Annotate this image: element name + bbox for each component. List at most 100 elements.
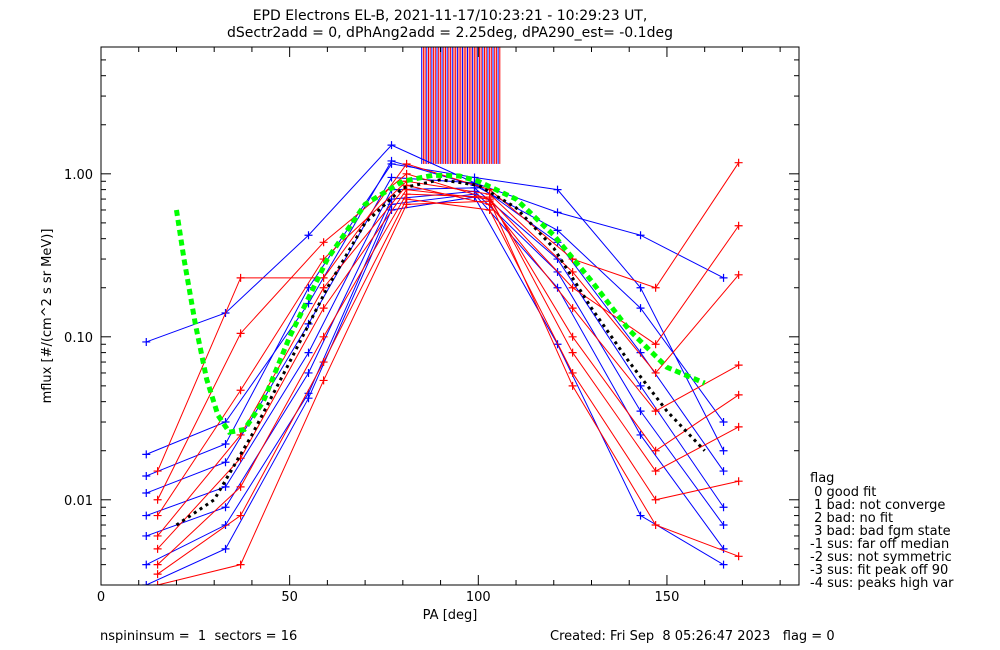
data-point [319, 304, 328, 313]
legend-item: 0 good fit [810, 485, 876, 500]
legend-item: -3 sus: fit peak off 90 [810, 563, 948, 578]
data-point [651, 407, 660, 416]
data-point [734, 390, 743, 399]
green-fit-curve [173, 172, 706, 435]
x-tick-label: 100 [466, 590, 491, 605]
data-point [734, 552, 743, 561]
series-line [146, 187, 724, 517]
data-point [651, 521, 660, 530]
data-point [719, 273, 728, 282]
data-point [734, 361, 743, 370]
data-point [636, 283, 645, 292]
data-point [636, 348, 645, 357]
data-point [319, 283, 328, 292]
series-line [146, 160, 724, 455]
data-point [142, 511, 151, 520]
data-point [221, 544, 230, 553]
data-point [553, 226, 562, 235]
series-line [146, 196, 724, 585]
data-point [236, 482, 245, 491]
data-point [221, 458, 230, 467]
series-line [146, 190, 724, 537]
y-tick-label: 0.10 [64, 331, 93, 346]
footer-right: Created: Fri Sep 8 05:26:47 2023 flag = … [550, 629, 835, 644]
data-point [236, 386, 245, 395]
data-point [568, 332, 577, 341]
data-point [142, 471, 151, 480]
data-point [553, 185, 562, 194]
data-point [651, 467, 660, 476]
data-point [719, 446, 728, 455]
chart-subtitle: dSectr2add = 0, dPhAng2add = 2.25deg, dP… [227, 25, 673, 41]
data-point [553, 208, 562, 217]
data-point [553, 283, 562, 292]
data-point [153, 581, 162, 585]
data-point [304, 299, 313, 308]
data-point [319, 332, 328, 341]
data-point [651, 368, 660, 377]
series-line [157, 180, 740, 516]
data-point [236, 560, 245, 569]
data-point [734, 158, 743, 167]
data-point [568, 348, 577, 357]
data-point [319, 376, 328, 385]
y-axis-label: mflux [#/(cm^2 s sr MeV)] [40, 229, 55, 404]
data-point [651, 340, 660, 349]
data-point [319, 238, 328, 247]
y-tick-label: 0.01 [64, 494, 93, 509]
data-point [719, 467, 728, 476]
series-line [157, 184, 739, 537]
data-point [236, 329, 245, 338]
black-fit-curve [175, 178, 706, 527]
data-point [387, 159, 396, 168]
data-point [636, 304, 645, 313]
data-point [142, 581, 151, 585]
data-point [719, 521, 728, 530]
data-point [651, 446, 660, 455]
chart-title: EPD Electrons EL-B, 2021-11-17/10:23:21 … [253, 8, 648, 24]
plot-area [142, 47, 743, 585]
data-point [221, 439, 230, 448]
legend-item: 3 bad: bad fgm state [810, 524, 951, 539]
data-point [153, 560, 162, 569]
series-line [157, 198, 739, 575]
data-point [636, 231, 645, 240]
data-point [153, 495, 162, 504]
series-line [157, 189, 739, 550]
data-point [387, 173, 396, 182]
series-line [157, 200, 739, 585]
data-point [153, 531, 162, 540]
legend-title: flag [810, 471, 834, 486]
data-point [304, 394, 313, 403]
legend-item: 2 bad: no fit [810, 511, 893, 526]
data-point [402, 169, 411, 178]
series-line [157, 193, 739, 566]
data-point [153, 570, 162, 579]
data-point [304, 348, 313, 357]
y-tick-label: 1.00 [64, 168, 93, 183]
data-point [142, 489, 151, 498]
data-point [236, 511, 245, 520]
series-line [146, 163, 724, 477]
data-point [568, 304, 577, 313]
data-point [568, 368, 577, 377]
data-point [221, 503, 230, 512]
data-point [319, 358, 328, 367]
data-point [719, 503, 728, 512]
data-point [142, 450, 151, 459]
legend-item: -4 sus: peaks high var [810, 576, 954, 591]
data-point [221, 521, 230, 530]
data-point [636, 407, 645, 416]
data-point [719, 560, 728, 569]
legend-item: -2 sus: not symmetric [810, 550, 952, 565]
data-point [636, 381, 645, 390]
data-point [387, 141, 396, 150]
x-tick-label: 0 [97, 590, 105, 605]
data-point [236, 273, 245, 282]
data-point [142, 560, 151, 569]
data-point [719, 418, 728, 427]
series-line [146, 176, 724, 494]
data-point [153, 544, 162, 553]
data-point [734, 270, 743, 279]
